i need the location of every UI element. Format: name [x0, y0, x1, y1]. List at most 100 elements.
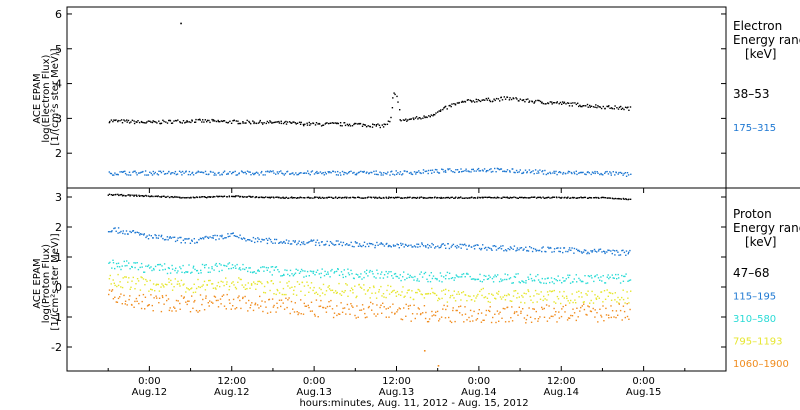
data-point: [583, 301, 585, 303]
data-point: [396, 290, 399, 293]
data-point: [372, 273, 374, 275]
data-point: [461, 292, 463, 294]
data-point: [229, 120, 231, 122]
data-point: [164, 196, 167, 198]
data-point: [425, 170, 428, 172]
data-point: [203, 309, 206, 311]
data-point: [348, 197, 350, 199]
data-point: [358, 283, 360, 286]
data-point: [465, 197, 467, 199]
data-point: [551, 103, 553, 105]
data-point: [278, 122, 281, 124]
data-point: [129, 295, 131, 297]
data-point: [155, 234, 157, 237]
data-point: [110, 194, 113, 196]
data-point: [195, 309, 198, 312]
data-point: [158, 269, 161, 271]
data-point: [474, 101, 476, 103]
data-point: [627, 297, 629, 299]
data-point: [288, 197, 290, 199]
data-point: [553, 250, 555, 253]
data-point: [524, 169, 527, 171]
data-point: [396, 311, 398, 313]
data-point: [507, 197, 509, 199]
data-point: [424, 197, 426, 199]
data-point: [289, 275, 291, 277]
data-point: [268, 298, 271, 301]
data-point: [429, 116, 431, 118]
data-point: [545, 173, 547, 176]
data-point: [318, 287, 321, 289]
data-point: [613, 108, 615, 110]
data-point: [358, 196, 361, 199]
data-point: [446, 271, 449, 274]
data-point: [414, 117, 417, 119]
data-point: [116, 265, 119, 268]
data-point: [310, 239, 313, 241]
data-point: [214, 234, 216, 237]
data-point: [136, 300, 138, 302]
data-point: [577, 197, 579, 199]
y-tick-label: 4: [55, 78, 62, 91]
data-point: [354, 173, 357, 176]
data-point: [250, 196, 252, 198]
data-point: [513, 290, 515, 292]
y-tick-label: 5: [55, 43, 62, 56]
data-point: [436, 278, 438, 281]
data-point: [157, 195, 159, 197]
data-point: [262, 196, 264, 199]
data-point: [563, 197, 565, 199]
data-point: [541, 308, 544, 310]
data-point: [355, 174, 358, 176]
data-point: [387, 120, 390, 122]
data-point: [563, 102, 565, 104]
data-point: [346, 284, 348, 286]
data-point: [477, 244, 479, 246]
data-point: [196, 196, 199, 199]
data-point: [186, 303, 188, 306]
data-point: [191, 239, 193, 241]
data-point: [110, 283, 112, 285]
data-point: [501, 197, 503, 199]
data-point: [369, 243, 372, 245]
data-point: [357, 274, 359, 276]
data-point: [383, 306, 385, 308]
data-point: [486, 170, 488, 172]
data-point: [403, 271, 405, 273]
data-point: [214, 120, 216, 122]
data-point: [607, 314, 610, 316]
data-point: [335, 174, 338, 176]
data-point: [245, 240, 247, 242]
data-point: [265, 196, 267, 198]
data-point: [160, 171, 163, 174]
data-point: [250, 123, 252, 125]
data-point: [114, 296, 116, 298]
data-point: [339, 172, 341, 174]
data-point: [275, 238, 278, 241]
data-point: [367, 125, 369, 127]
data-point: [522, 171, 525, 174]
data-point: [443, 107, 445, 109]
data-point: [351, 305, 353, 307]
data-point: [506, 306, 509, 308]
data-point: [227, 121, 230, 124]
data-point: [260, 266, 262, 269]
data-point: [147, 264, 150, 266]
data-point: [175, 120, 178, 122]
data-point: [354, 197, 357, 199]
data-point: [257, 172, 259, 174]
data-point: [205, 264, 207, 266]
data-point: [347, 244, 349, 246]
data-point: [344, 290, 346, 292]
data-point: [267, 239, 269, 241]
data-point: [534, 289, 537, 292]
x-tick-time: 12:00: [217, 376, 246, 387]
data-point: [314, 124, 317, 126]
data-point: [378, 291, 380, 293]
data-point: [181, 170, 184, 173]
data-point: [251, 196, 253, 198]
data-point: [485, 97, 487, 100]
data-point: [177, 196, 179, 198]
data-point: [236, 263, 238, 266]
data-point: [429, 293, 432, 295]
